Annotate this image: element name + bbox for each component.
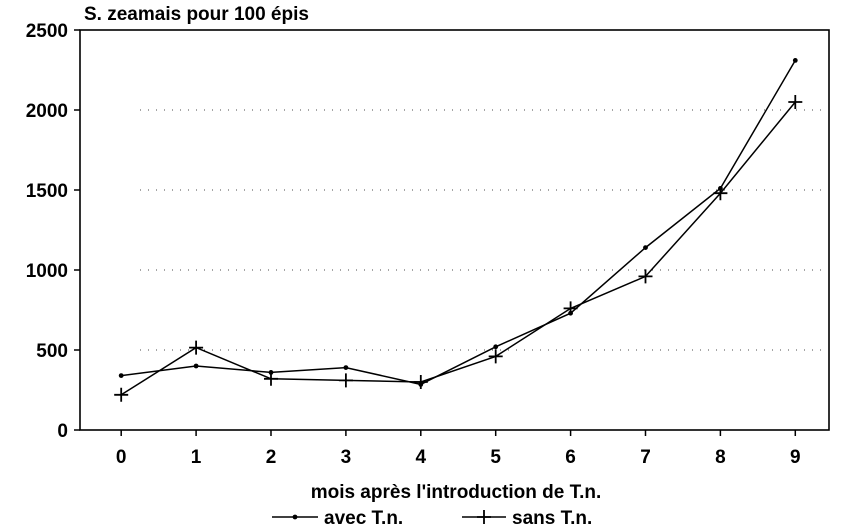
data-point-1 — [413, 375, 428, 389]
x-tick-label: 5 — [490, 447, 501, 468]
x-tick-label: 6 — [565, 447, 576, 468]
data-point-1 — [189, 340, 204, 355]
data-point-1 — [713, 186, 728, 201]
legend-label-avec: avec T.n. — [324, 508, 403, 529]
data-point-1 — [488, 349, 503, 364]
data-point-1 — [788, 95, 803, 109]
legend-marker-avec — [292, 514, 298, 520]
y-tick-label: 2500 — [26, 21, 68, 42]
data-point-0 — [193, 363, 199, 369]
y-tick-label: 1000 — [26, 261, 68, 282]
data-point-1 — [263, 371, 278, 386]
x-tick-label: 2 — [266, 447, 277, 468]
data-point-0 — [493, 344, 499, 350]
y-tick-label: 1500 — [26, 181, 68, 202]
y-tick-label: 2000 — [26, 101, 68, 122]
y-tick-label: 0 — [57, 421, 68, 442]
legend-label-sans: sans T.n. — [512, 508, 592, 529]
x-tick-label: 7 — [640, 447, 651, 468]
data-point-0 — [792, 58, 798, 63]
data-point-1 — [563, 301, 578, 316]
data-point-0 — [643, 245, 648, 251]
x-axis: 0 1 2 3 4 5 6 7 8 9 — [116, 430, 801, 468]
x-tick-label: 1 — [191, 447, 202, 468]
data-point-0 — [118, 373, 124, 378]
x-tick-label: 3 — [341, 447, 352, 468]
plot-area — [79, 29, 830, 431]
x-axis-label: mois après l'introduction de T.n. — [311, 482, 602, 503]
legend: avec T.n. sans T.n. — [272, 508, 592, 529]
data-point-0 — [343, 365, 349, 370]
data-point-1 — [638, 269, 653, 284]
x-tick-label: 4 — [416, 447, 427, 468]
x-tick-label: 9 — [790, 447, 801, 468]
series-group — [114, 58, 803, 402]
x-tick-label: 0 — [116, 447, 127, 468]
y-axis: 0 500 1000 1500 2000 2500 — [26, 21, 80, 442]
x-tick-label: 8 — [715, 447, 726, 468]
legend-marker-sans — [477, 510, 491, 524]
data-point-1 — [114, 387, 129, 402]
data-point-1 — [338, 373, 353, 388]
chart-title: S. zeamais pour 100 épis — [84, 4, 309, 25]
grid-lines — [140, 109, 825, 351]
series-line-0 — [121, 60, 796, 386]
y-tick-label: 500 — [36, 341, 68, 362]
series-line-1 — [120, 101, 796, 396]
